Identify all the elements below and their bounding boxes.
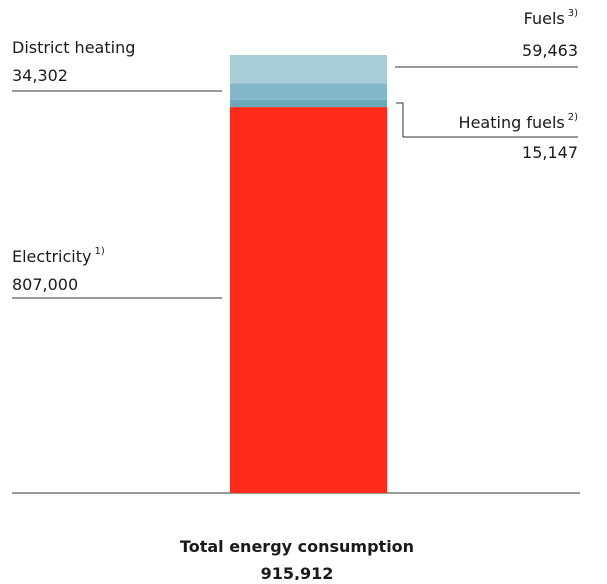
series-name: District heating bbox=[12, 38, 135, 57]
footnote: 3) bbox=[568, 8, 578, 19]
bar-segment bbox=[230, 83, 387, 100]
series-name: Electricity bbox=[12, 247, 91, 266]
total-value: 915,912 bbox=[261, 564, 334, 580]
total-label: Total energy consumption bbox=[180, 537, 414, 556]
footnote: 2) bbox=[568, 112, 578, 123]
bar-segment bbox=[230, 99, 387, 108]
value-label: 34,302 bbox=[12, 66, 68, 85]
series-name: Fuels bbox=[524, 9, 565, 28]
value-label: 807,000 bbox=[12, 275, 78, 294]
series-name: Heating fuels bbox=[459, 113, 565, 132]
value-label: 59,463 bbox=[522, 41, 578, 60]
value-label: 15,147 bbox=[522, 143, 578, 162]
bar-segment bbox=[230, 107, 387, 494]
footnote: 1) bbox=[94, 246, 104, 257]
bar-segment bbox=[230, 55, 387, 84]
leader-line bbox=[396, 102, 578, 138]
